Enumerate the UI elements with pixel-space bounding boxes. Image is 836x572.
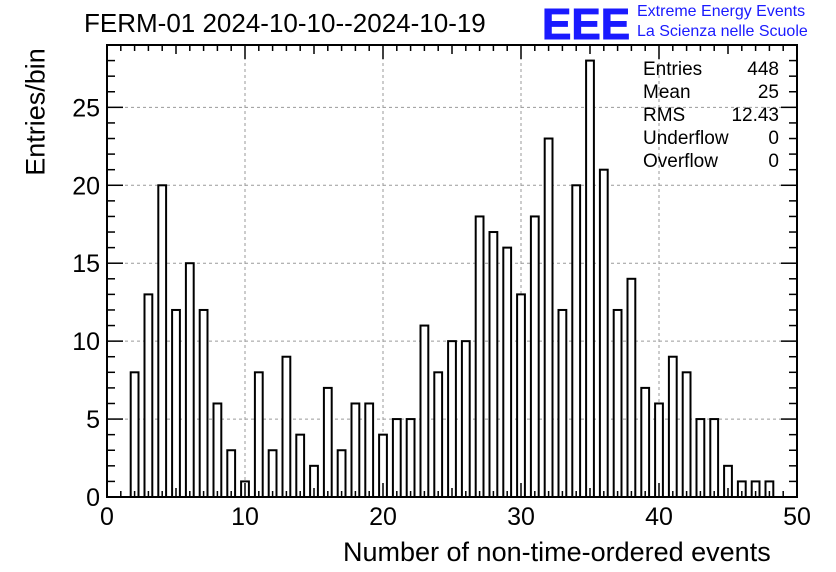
y-tick-label: 25 [72, 94, 100, 122]
x-tick-label: 30 [507, 503, 535, 531]
eee-logo: EEE [542, 2, 631, 44]
logo-line-2: La Scienza nelle Scuole [637, 23, 808, 40]
stat-value: 0 [768, 128, 779, 149]
histogram-bar [267, 449, 278, 499]
bars-layer [129, 59, 775, 499]
stat-value: 0 [768, 151, 779, 172]
y-axis-label: Entries/bin [20, 48, 51, 176]
histogram-bar [322, 386, 333, 498]
histogram-bar [529, 215, 540, 498]
x-tick-label: 20 [369, 503, 397, 531]
stat-overflow: Overflow 0 [643, 150, 779, 173]
histogram-bar [516, 293, 526, 498]
y-tick-label: 15 [72, 250, 100, 278]
histogram-bar [212, 402, 223, 498]
histogram-bar [433, 371, 444, 498]
stat-label: RMS [643, 105, 686, 126]
x-tick-label: 40 [645, 503, 673, 531]
histogram-bar [667, 355, 678, 499]
histogram-bar [253, 371, 264, 498]
stat-label: Entries [643, 59, 703, 80]
histogram-bar [626, 277, 637, 498]
chart-title: FERM-01 2024-10-10--2024-10-19 [84, 8, 486, 38]
stat-value: 12.43 [731, 105, 779, 126]
stat-entries: Entries 448 [643, 58, 779, 81]
histogram-bar [585, 59, 595, 498]
stat-value: 448 [747, 59, 779, 80]
histogram-bar [198, 308, 209, 498]
histogram-bar [460, 340, 471, 499]
histogram-bar [695, 418, 706, 499]
histogram-bar [129, 371, 140, 498]
y-tick-label: 5 [86, 406, 100, 434]
histogram-bar [405, 418, 416, 499]
x-tick-label: 50 [783, 503, 811, 531]
stat-value: 25 [757, 82, 779, 103]
stat-label: Underflow [643, 128, 729, 149]
stat-underflow: Underflow 0 [643, 127, 779, 150]
stat-label: Mean [643, 82, 691, 103]
histogram-bar [598, 168, 609, 498]
histogram-bar [709, 418, 720, 499]
tick-labels: 0 10 20 30 40 50 0 5 10 15 20 25 [72, 94, 811, 531]
x-axis-label: Number of non-time-ordered events [343, 537, 771, 567]
histogram-bar [143, 293, 154, 498]
y-tick-label: 0 [86, 484, 100, 512]
histogram-bar [447, 340, 457, 499]
logo-line-1: Extreme Energy Events [637, 3, 806, 20]
histogram-bar [350, 402, 361, 498]
stat-mean: Mean 25 [643, 81, 779, 104]
histogram-bar [474, 215, 485, 498]
histogram-bar [681, 371, 692, 498]
histogram-bar [157, 184, 168, 499]
logo-text: Extreme Energy Events La Scienza nelle S… [637, 2, 808, 42]
ticks-layer [106, 44, 798, 498]
stat-rms: RMS 12.43 [643, 104, 779, 127]
histogram-bar [336, 449, 347, 499]
histogram-bar [571, 184, 582, 499]
histogram-bar [391, 418, 402, 499]
histogram-bar [364, 402, 375, 498]
histogram-bar [184, 262, 195, 499]
histogram-bar [171, 308, 181, 498]
histogram-bar [640, 386, 651, 498]
histogram-bar [612, 308, 623, 498]
stat-label: Overflow [643, 151, 718, 172]
stats-box: Entries 448 Mean 25 RMS 12.43 Underflow 0 Ov… [643, 58, 779, 173]
histogram-bar [557, 308, 568, 498]
histogram-bar [281, 355, 292, 499]
histogram-bar [226, 449, 237, 499]
histogram-bar [543, 137, 554, 498]
logo-mark: EEE [542, 2, 630, 44]
histogram-bar [419, 324, 430, 498]
histogram-bar [654, 402, 664, 498]
y-tick-label: 10 [72, 328, 100, 356]
histogram-bar [502, 246, 513, 498]
histogram-bar [488, 231, 499, 498]
x-tick-label: 0 [100, 503, 114, 531]
x-tick-label: 10 [231, 503, 259, 531]
histogram-bar [295, 433, 306, 499]
y-tick-label: 20 [72, 172, 100, 200]
